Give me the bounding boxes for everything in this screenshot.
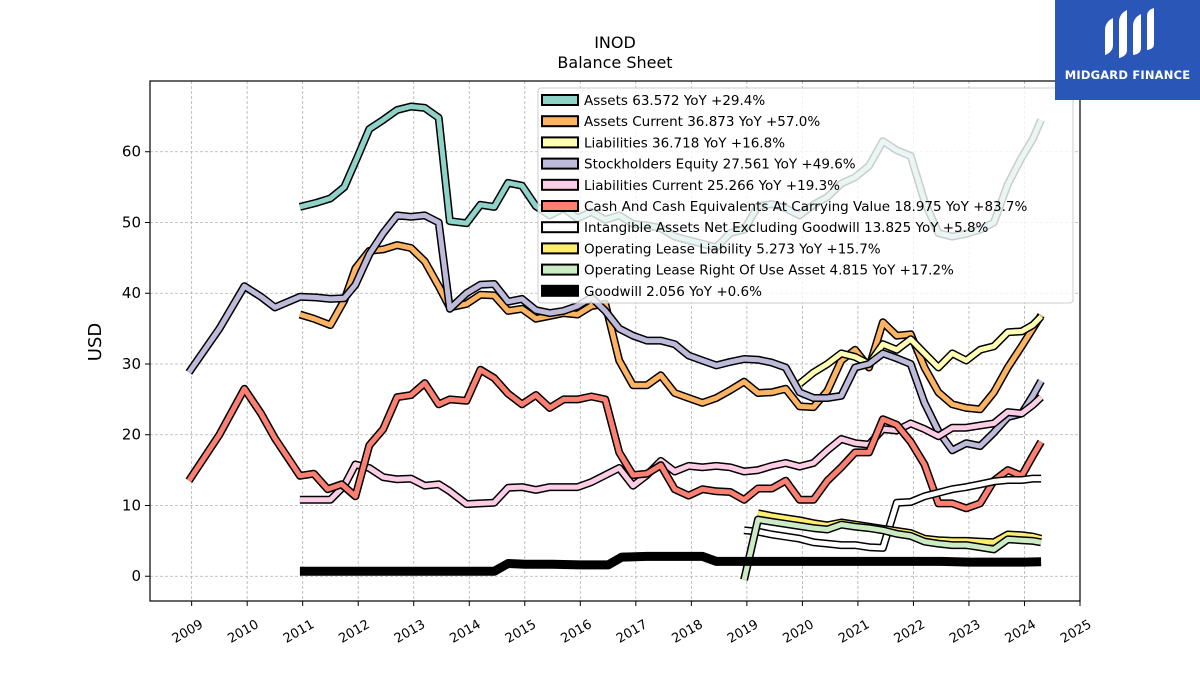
x-tick-label: 2024 (1003, 617, 1039, 647)
x-tick-label: 2010 (225, 617, 261, 647)
x-tick-label: 2017 (614, 617, 650, 647)
legend-swatch (541, 242, 579, 255)
legend-swatch (541, 263, 579, 276)
x-ticks: 2009 2010 2011 2012 2013 2014 2015 2016 2017 2018… (170, 601, 1094, 647)
y-tick-label: 10 (122, 496, 141, 514)
x-tick-label: 2012 (336, 617, 372, 647)
logo-mark-icon (1105, 8, 1154, 58)
legend-entry: Intangible Assets Net Excluding Goodwill… (584, 220, 989, 236)
x-tick-label: 2014 (447, 617, 483, 647)
series-cash-and-cash-equivalents-at-carrying-value (185, 365, 1045, 513)
legend-swatch (541, 136, 579, 149)
legend-entry: Operating Lease Right Of Use Asset 4.815… (584, 263, 954, 279)
series-lines (185, 102, 1045, 581)
x-tick-label: 2025 (1058, 617, 1094, 647)
series-operating-lease-right-of-use-asset (740, 515, 1042, 581)
legend-entry: Liabilities 36.718 YoY +16.8% (584, 135, 785, 151)
legend-entry: Operating Lease Liability 5.273 YoY +15.… (584, 241, 881, 257)
x-tick-label: 2023 (947, 617, 983, 647)
plot-frame (149, 80, 1081, 602)
legend-swatch (541, 94, 579, 106)
legend-swatch (541, 157, 579, 170)
brand-logo: MIDGARD FINANCE (1055, 0, 1200, 100)
x-tick-label: 2018 (670, 617, 706, 647)
legend: Assets 63.572 YoY +29.4% Assets Current 3… (537, 87, 1074, 304)
legend-entry: Stockholders Equity 27.561 YoY +49.6% (584, 157, 856, 173)
chart-title: INOD (594, 33, 636, 52)
series-liabilities-current (299, 394, 1044, 509)
x-tick-label: 2019 (725, 617, 761, 647)
x-tick-label: 2022 (892, 617, 928, 647)
x-tick-label: 2016 (558, 617, 594, 647)
series-line (299, 242, 1044, 412)
x-tick-label: 2009 (170, 617, 206, 647)
legend-swatch (541, 221, 579, 234)
series-line (186, 367, 1044, 511)
x-tick-label: 2013 (392, 617, 428, 647)
series-line (299, 395, 1043, 507)
legend-entry: Assets Current 36.873 YoY +57.0% (584, 114, 820, 130)
y-tick-label: 0 (131, 567, 141, 585)
legend-swatch (541, 200, 579, 212)
legend-entry: Goodwill 2.056 YoY +0.6% (584, 284, 762, 300)
legend-entry: Liabilities Current 25.266 YoY +19.3% (584, 178, 840, 194)
series-line (186, 212, 1044, 453)
x-tick-label: 2015 (503, 617, 539, 647)
legend-swatch (541, 115, 579, 128)
y-ticks: 0 10 20 30 40 50 60 (122, 143, 150, 585)
series-line (741, 517, 1042, 581)
series-outline (299, 551, 1042, 576)
x-tick-label: 2020 (781, 617, 817, 647)
y-tick-label: 50 (122, 213, 141, 231)
y-tick-label: 30 (122, 355, 141, 373)
legend-swatch (541, 178, 579, 191)
y-tick-label: 60 (122, 143, 141, 161)
series-line (798, 314, 1043, 386)
x-tick-label: 2011 (281, 617, 317, 647)
series-assets-current (298, 241, 1045, 414)
logo-text: MIDGARD FINANCE (1064, 68, 1191, 82)
y-axis-label: USD (85, 323, 106, 361)
chart-subtitle: Balance Sheet (557, 53, 672, 72)
legend-box (537, 87, 1074, 304)
series-intangible-assets-net-excluding-goodwill (743, 474, 1042, 552)
x-tick-label: 2021 (836, 617, 872, 647)
series-liabilities (797, 313, 1044, 387)
legend-entry: Assets 63.572 YoY +29.4% (584, 93, 765, 109)
series-stockholders-equity (185, 211, 1045, 455)
series-goodwill (299, 551, 1042, 576)
y-tick-label: 20 (122, 426, 141, 444)
series-line (743, 476, 1042, 551)
y-tick-label: 40 (122, 284, 141, 302)
legend-swatch (541, 284, 579, 297)
legend-entry: Cash And Cash Equivalents At Carrying Va… (584, 199, 1028, 215)
